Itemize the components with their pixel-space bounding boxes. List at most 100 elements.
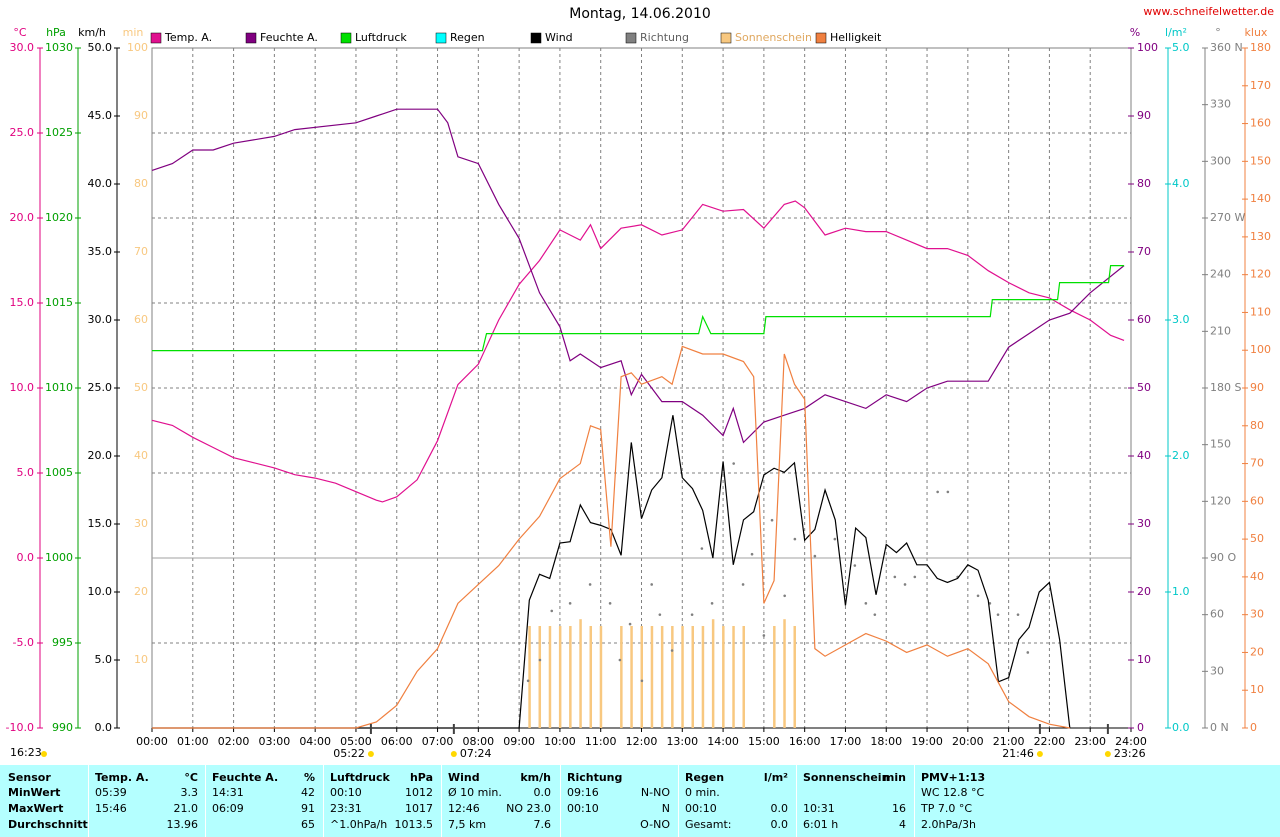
y-tick-label: 270 W bbox=[1210, 211, 1245, 224]
y-tick-label: 4.0 bbox=[1172, 177, 1190, 190]
col-header: Feuchte A. bbox=[212, 771, 279, 784]
direction-dot bbox=[732, 462, 735, 465]
y-tick-label: -10.0 bbox=[6, 721, 34, 734]
col-header: Luftdruck bbox=[330, 771, 390, 784]
table-cell: 1017 bbox=[405, 802, 433, 815]
y-tick-label: 90 bbox=[1250, 381, 1264, 394]
sunshine-bar bbox=[528, 626, 531, 728]
legend-swatch bbox=[815, 32, 827, 44]
x-tick-label: 10:00 bbox=[544, 735, 576, 748]
table-cell: 05:39 bbox=[95, 786, 127, 799]
legend-label: Helligkeit bbox=[830, 31, 882, 44]
table-cell: 65 bbox=[301, 818, 315, 831]
table-cell: 0 min. bbox=[685, 786, 720, 799]
col-sep bbox=[560, 765, 561, 837]
table-cell: Ø 10 min. bbox=[448, 786, 502, 799]
x-tick-label: 22:00 bbox=[1034, 735, 1066, 748]
y-tick-label: 20 bbox=[1137, 585, 1151, 598]
y-tick-label: 50 bbox=[134, 381, 148, 394]
y-tick-label: 5.0 bbox=[1172, 41, 1190, 54]
y-tick-label: 90 O bbox=[1210, 551, 1236, 564]
y-tick-label: 20.0 bbox=[10, 211, 35, 224]
table-cell: O-NO bbox=[640, 818, 670, 831]
direction-dot bbox=[618, 658, 622, 662]
y-tick-label: 90 bbox=[134, 109, 148, 122]
y-tick-label: 150 bbox=[1210, 438, 1231, 451]
y-tick-label: 50 bbox=[1137, 381, 1151, 394]
x-tick-label: 23:00 bbox=[1074, 735, 1106, 748]
y-tick-label: 0 N bbox=[1210, 721, 1229, 734]
direction-dot bbox=[1016, 613, 1020, 616]
sunshine-bar bbox=[773, 626, 776, 728]
row-label: Durchschnitt bbox=[8, 818, 88, 831]
legend-swatch bbox=[245, 32, 257, 44]
table-cell: 00:10 bbox=[330, 786, 362, 799]
y-tick-label: 70 bbox=[134, 245, 148, 258]
y-tick-label: 50.0 bbox=[88, 41, 113, 54]
axis-unit: min bbox=[123, 26, 144, 39]
y-tick-label: 20 bbox=[1250, 645, 1264, 658]
y-tick-label: 40 bbox=[1250, 570, 1264, 583]
table-cell: 1012 bbox=[405, 786, 433, 799]
y-tick-label: 1.0 bbox=[1172, 585, 1190, 598]
direction-dot bbox=[770, 518, 774, 522]
direction-dot bbox=[762, 634, 766, 637]
table-cell: 14:31 bbox=[212, 786, 244, 799]
y-tick-label: 45.0 bbox=[88, 109, 113, 122]
col-header: Richtung bbox=[567, 771, 623, 784]
legend-label: Temp. A. bbox=[164, 31, 212, 44]
x-tick-label: 14:00 bbox=[707, 735, 739, 748]
annotation-icon bbox=[1104, 751, 1111, 757]
moon-icon bbox=[41, 751, 47, 757]
annotation-icon bbox=[450, 751, 457, 757]
sunshine-bar bbox=[589, 626, 593, 728]
table-cell: WC 12.8 °C bbox=[921, 786, 985, 799]
sunshine-bar bbox=[538, 626, 542, 728]
y-tick-label: 25.0 bbox=[88, 381, 113, 394]
sunshine-bar bbox=[620, 626, 623, 728]
direction-dot bbox=[936, 490, 939, 494]
table-cell: 09:16 bbox=[567, 786, 599, 799]
table-cell: 42 bbox=[301, 786, 315, 799]
direction-dot bbox=[568, 602, 572, 605]
annotation-label: 21:46 bbox=[1002, 747, 1034, 760]
sunshine-bar bbox=[579, 619, 582, 728]
y-tick-label: 35.0 bbox=[88, 245, 113, 258]
y-tick-label: 30.0 bbox=[88, 313, 113, 326]
table-cell: 06:09 bbox=[212, 802, 244, 815]
x-tick-label: 18:00 bbox=[870, 735, 902, 748]
y-tick-label: 40 bbox=[134, 449, 148, 462]
x-tick-label: 15:00 bbox=[748, 735, 780, 748]
sunshine-bar bbox=[640, 626, 643, 728]
y-tick-label: 15.0 bbox=[10, 296, 35, 309]
table-cell: N bbox=[661, 802, 670, 815]
y-tick-label: 100 bbox=[1250, 343, 1271, 356]
col-header: PMV+1:13 bbox=[921, 771, 986, 784]
direction-dot bbox=[783, 594, 786, 598]
sunshine-bar bbox=[732, 626, 735, 728]
table-cell: N-NO bbox=[640, 786, 670, 799]
y-tick-label: 10.0 bbox=[88, 585, 113, 598]
table-cell: 1013.5 bbox=[394, 818, 434, 831]
legend-swatch bbox=[150, 32, 162, 44]
direction-dot bbox=[903, 583, 907, 586]
sunshine-bar bbox=[548, 626, 552, 728]
direction-dot bbox=[588, 583, 592, 586]
y-tick-label: 240 bbox=[1210, 268, 1231, 281]
direction-dot bbox=[670, 649, 674, 652]
series-line bbox=[152, 265, 1125, 352]
sunshine-bar bbox=[742, 626, 745, 728]
direction-dot bbox=[658, 613, 662, 616]
y-tick-label: 360 N bbox=[1210, 41, 1243, 54]
y-tick-label: 25.0 bbox=[10, 126, 35, 139]
y-tick-label: 60 bbox=[1250, 494, 1264, 507]
y-tick-label: 80 bbox=[134, 177, 148, 190]
x-tick-label: 11:00 bbox=[585, 735, 617, 748]
y-tick-label: 40.0 bbox=[88, 177, 113, 190]
y-tick-label: 50 bbox=[1250, 532, 1264, 545]
legend-label: Sonnenschein bbox=[735, 31, 812, 44]
direction-dot bbox=[913, 575, 917, 579]
table-cell: 16 bbox=[892, 802, 906, 815]
direction-dot bbox=[650, 583, 653, 586]
